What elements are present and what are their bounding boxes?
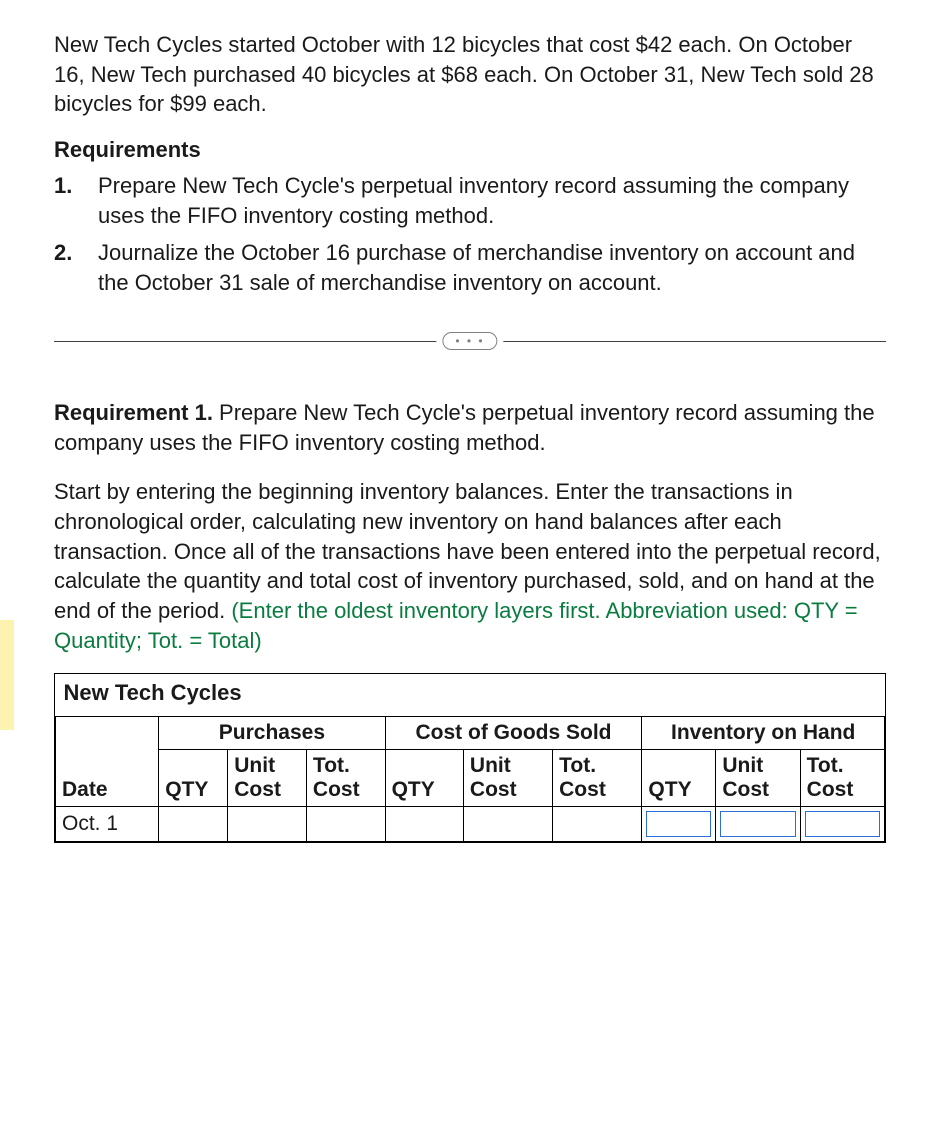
cell-cogs-qty	[385, 807, 463, 842]
tot-line2: Cost	[807, 778, 854, 801]
cell-cogs-tot	[553, 807, 642, 842]
ellipsis-icon: • • •	[442, 332, 497, 350]
unit-line2: Cost	[470, 778, 517, 801]
cell-onhand-unit	[716, 807, 800, 842]
requirement-1-prompt: Requirement 1. Prepare New Tech Cycle's …	[54, 398, 886, 457]
col-header-unit-cost: UnitCost	[716, 750, 800, 807]
col-header-date: Date	[56, 717, 159, 807]
col-header-tot-cost: Tot.Cost	[553, 750, 642, 807]
group-header-onhand: Inventory on Hand	[642, 717, 885, 750]
divider-pill[interactable]: • • •	[436, 332, 503, 350]
col-header-qty: QTY	[642, 750, 716, 807]
requirement-number: 2.	[54, 238, 98, 297]
onhand-unit-input[interactable]	[720, 811, 795, 837]
requirement-item: 2. Journalize the October 16 purchase of…	[54, 238, 886, 297]
unit-line1: Unit	[470, 754, 511, 777]
cell-purchases-unit	[228, 807, 307, 842]
requirements-list: 1. Prepare New Tech Cycle's perpetual in…	[54, 171, 886, 298]
cell-onhand-qty	[642, 807, 716, 842]
requirements-heading: Requirements	[54, 137, 886, 163]
requirement-1-label: Requirement 1.	[54, 400, 213, 425]
col-header-tot-cost: Tot.Cost	[800, 750, 884, 807]
unit-line1: Unit	[234, 754, 275, 777]
instructions: Start by entering the beginning inventor…	[54, 477, 886, 655]
tot-line1: Tot.	[807, 754, 844, 777]
col-header-qty: QTY	[385, 750, 463, 807]
tot-line1: Tot.	[313, 754, 350, 777]
group-header-purchases: Purchases	[159, 717, 385, 750]
col-header-qty: QTY	[159, 750, 228, 807]
left-accent-bar	[0, 620, 14, 730]
table-row: Oct. 1	[56, 807, 885, 842]
requirement-number: 1.	[54, 171, 98, 230]
unit-line2: Cost	[234, 778, 281, 801]
section-divider: • • •	[54, 332, 886, 350]
problem-statement: New Tech Cycles started October with 12 …	[54, 30, 886, 119]
tot-line2: Cost	[313, 778, 360, 801]
unit-line2: Cost	[722, 778, 769, 801]
row-date: Oct. 1	[56, 807, 159, 842]
col-header-unit-cost: UnitCost	[228, 750, 307, 807]
requirement-item: 1. Prepare New Tech Cycle's perpetual in…	[54, 171, 886, 230]
col-header-unit-cost: UnitCost	[463, 750, 552, 807]
onhand-tot-input[interactable]	[805, 811, 880, 837]
company-name-cell: New Tech Cycles	[56, 674, 885, 717]
col-header-tot-cost: Tot.Cost	[306, 750, 385, 807]
perpetual-inventory-table: New Tech Cycles Date Purchases Cost of G…	[54, 673, 886, 843]
group-header-cogs: Cost of Goods Sold	[385, 717, 642, 750]
unit-line1: Unit	[722, 754, 763, 777]
cell-cogs-unit	[463, 807, 552, 842]
onhand-qty-input[interactable]	[646, 811, 711, 837]
requirement-text: Journalize the October 16 purchase of me…	[98, 238, 886, 297]
cell-purchases-tot	[306, 807, 385, 842]
tot-line1: Tot.	[559, 754, 596, 777]
cell-purchases-qty	[159, 807, 228, 842]
requirement-text: Prepare New Tech Cycle's perpetual inven…	[98, 171, 886, 230]
tot-line2: Cost	[559, 778, 606, 801]
cell-onhand-tot	[800, 807, 884, 842]
